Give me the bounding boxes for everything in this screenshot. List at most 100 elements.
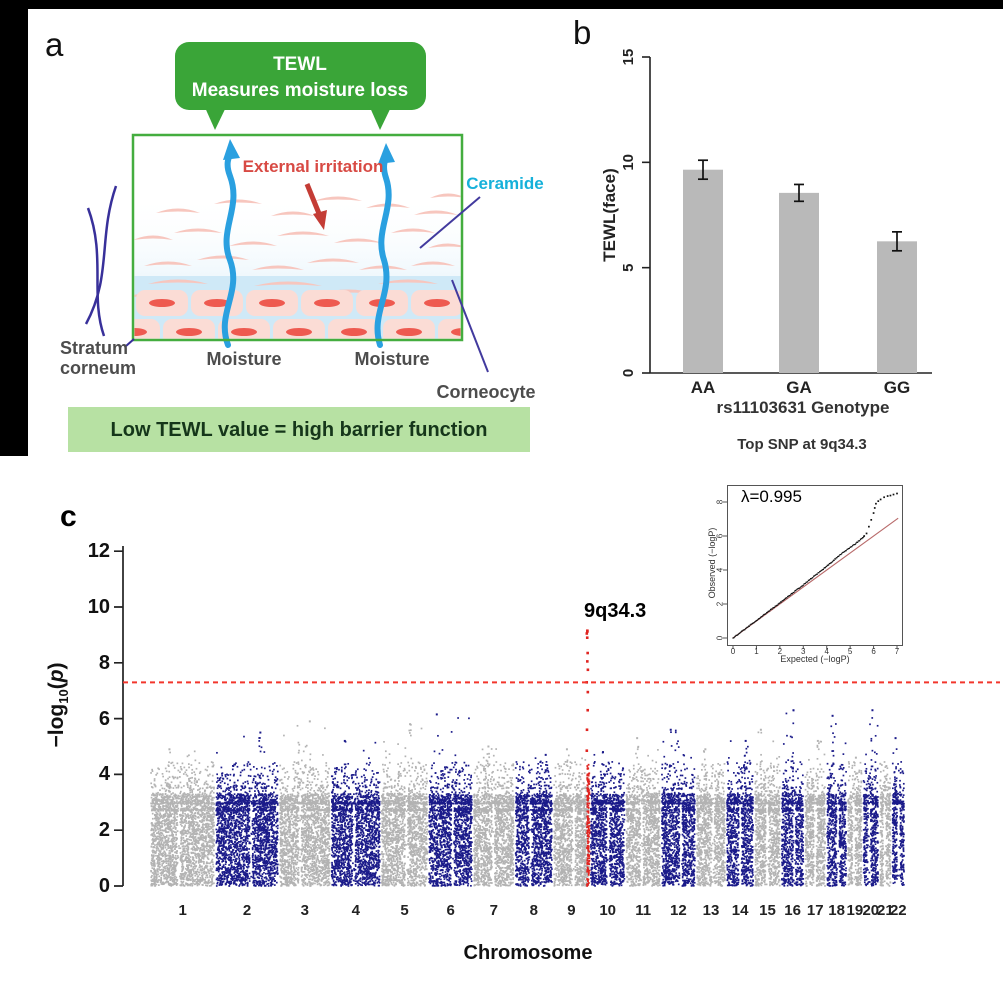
chromosome-label: 14 (731, 902, 749, 919)
panel-c: c −log10(p) Chromosome 9q34.3 λ=0.995 Ex… (0, 460, 1003, 989)
ceramide-flake (378, 279, 438, 284)
banner-text: Low TEWL value = high barrier function (111, 419, 488, 441)
chromosome-label: 3 (300, 902, 309, 919)
qq-y-tick-label: 6 (715, 533, 725, 539)
stratum-bracket-curve-1 (84, 185, 118, 325)
ceramide-flake (144, 261, 192, 266)
chromosome-label: 19 (846, 902, 864, 919)
qq-x-tick-label: 0 (730, 647, 736, 656)
ceramide-flake (271, 211, 315, 216)
panel-a-letter: a (45, 26, 64, 63)
ceramide-flake (134, 235, 173, 240)
corneocyte-cells (134, 290, 461, 339)
y-tick-label: 15 (620, 49, 637, 66)
qq-y-tick-label: 4 (715, 567, 725, 573)
qq-x-tick-label: 2 (777, 647, 783, 656)
cell-nucleus (259, 299, 285, 307)
manhattan-plot-canvas (0, 460, 1003, 989)
y-tick-label: 10 (620, 154, 637, 171)
chromosome-label: 7 (489, 902, 498, 919)
stratum-pointer-line (125, 338, 135, 347)
corneocyte-label: Corneocyte (436, 382, 535, 402)
bar-AA (683, 169, 723, 373)
banner-background (68, 407, 530, 452)
manhattan-y-tick-label: 12 (87, 540, 110, 563)
chromosome-label: 10 (599, 902, 616, 919)
ceramide-flake (307, 258, 359, 263)
cell-nucleus (286, 328, 312, 336)
stratum-label-line2: corneum (60, 358, 136, 378)
cell-nucleus (396, 328, 422, 336)
category-label: AA (691, 378, 716, 397)
irritation-arrow (304, 183, 323, 217)
cell-nucleus (314, 299, 340, 307)
moisture-arrow-right (374, 153, 392, 348)
cell-nucleus (134, 328, 147, 336)
moisture-arrowhead-left (223, 139, 240, 160)
ylabel-variable: p (44, 669, 68, 683)
cell-nucleus (451, 328, 461, 336)
skin-box-interior (134, 193, 461, 339)
bubble-title: TEWL (273, 54, 327, 75)
ceramide-flake (314, 196, 362, 201)
bar-caption: Top SNP at 9q34.3 (737, 436, 867, 453)
ceramide-flake (148, 279, 208, 284)
ylabel-subscript: 10 (56, 689, 72, 704)
chromosome-label: 18 (828, 902, 845, 919)
manhattan-y-tick-label: 0 (98, 875, 110, 897)
qq-x-tick-label: 7 (894, 647, 900, 656)
panel-a: a TEWL Measures moisture loss (28, 8, 555, 460)
ceramide-flake (156, 208, 200, 213)
ceramide-flake (428, 243, 461, 248)
chromosome-label: 4 (351, 902, 360, 919)
ceramide-flake (254, 281, 322, 286)
qq-x-tick-label: 6 (871, 647, 876, 656)
moisture-label-left: Moisture (206, 349, 281, 369)
top-black-bar (0, 0, 1003, 9)
category-label: GA (786, 378, 812, 397)
qq-y-tick-label: 8 (715, 499, 725, 505)
cell-nucleus (231, 328, 257, 336)
panel-b: b 0 5 10 15 AA GA GG TEWL(face) rs11103631 Gen… (560, 0, 1003, 465)
stratum-label-line1: Stratum (60, 338, 128, 358)
ylabel-open-paren: ( (44, 682, 68, 690)
ceramide-flake (334, 238, 382, 243)
ceramide-flake (174, 228, 222, 233)
chromosome-label: 8 (529, 902, 538, 919)
panel-b-letter: b (573, 14, 592, 51)
moisture-arrowhead-right (378, 143, 395, 164)
category-label: GG (884, 378, 910, 397)
chromosome-label: 13 (702, 902, 720, 919)
cell-nucleus (176, 328, 202, 336)
qq-y-tick-label: 2 (715, 601, 725, 607)
stratum-bracket-curve-2 (86, 207, 106, 337)
ylabel-close-paren: ) (44, 662, 68, 670)
manhattan-x-axis-title: Chromosome (463, 942, 593, 964)
skin-box-border (131, 133, 464, 342)
qq-y-tick-label: 0 (715, 635, 725, 641)
manhattan-y-tick-label: 4 (98, 763, 110, 786)
ceramide-flake (229, 241, 277, 246)
qq-x-tick-label: 5 (847, 647, 853, 656)
manhattan-y-tick-label: 6 (98, 707, 110, 730)
chromosome-label: 5 (400, 902, 409, 919)
tewl-speech-bubble: TEWL Measures moisture loss (175, 42, 426, 130)
panel-c-letter: c (60, 500, 77, 533)
chromosome-label: 20 (862, 902, 880, 919)
chromosome-label: 11 (635, 902, 652, 919)
cell-nucleus (424, 299, 450, 307)
ceramide-flake (214, 199, 262, 204)
chromosome-label: 22 (889, 902, 907, 919)
chromosome-label: 17 (806, 902, 824, 919)
ylabel-prefix: −log (44, 703, 68, 748)
ceramide-flake (197, 255, 249, 260)
ceramide-flake (252, 265, 304, 270)
bar-GG (877, 241, 917, 373)
ceramide-flake (411, 261, 455, 266)
cell-nucleus (341, 328, 367, 336)
irritation-arrowhead (313, 210, 327, 230)
ceramide-flake (414, 210, 458, 215)
cell-nucleus (204, 299, 230, 307)
bar-x-axis-title: rs11103631 Genotype (716, 398, 890, 417)
